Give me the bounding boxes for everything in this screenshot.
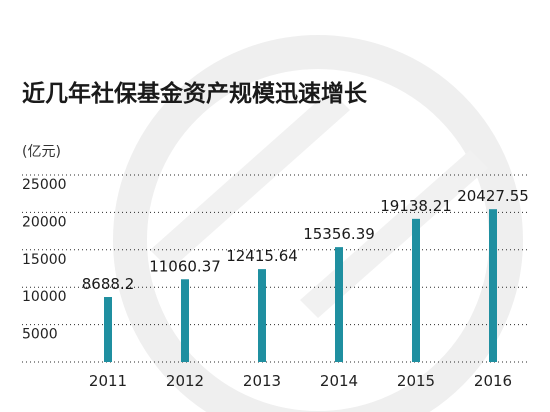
data-label: 20427.55 (457, 187, 529, 205)
bars (104, 209, 497, 362)
x-tick-label: 2012 (166, 372, 204, 390)
y-tick-label: 25000 (22, 177, 67, 193)
bar-2016 (489, 209, 497, 362)
x-tick-label: 2013 (243, 372, 281, 390)
chart-title: 近几年社保基金资产规模迅速增长 (22, 80, 368, 107)
data-label: 8688.2 (82, 275, 135, 293)
bar-2011 (104, 297, 112, 362)
y-tick-label: 10000 (22, 289, 67, 305)
x-axis-tick-labels: 2011 2012 2013 2014 2015 2016 (89, 372, 512, 390)
bar-2014 (335, 247, 343, 362)
y-tick-label: 15000 (22, 252, 67, 268)
x-tick-label: 2011 (89, 372, 127, 390)
y-axis-tick-labels: 5000 10000 15000 20000 25000 (22, 177, 67, 343)
data-label: 12415.64 (226, 247, 298, 265)
x-tick-label: 2015 (397, 372, 435, 390)
bar-2012 (181, 279, 189, 362)
data-label: 15356.39 (303, 225, 375, 243)
x-tick-label: 2014 (320, 372, 358, 390)
x-tick-label: 2016 (474, 372, 512, 390)
y-tick-label: 20000 (22, 214, 67, 230)
y-axis-unit-label: (亿元) (22, 144, 61, 160)
y-tick-label: 5000 (22, 327, 58, 343)
bar-2015 (412, 218, 420, 362)
data-labels: 8688.2 11060.37 12415.64 15356.39 19138.21 20… (82, 187, 529, 293)
gridlines (22, 174, 528, 363)
data-label: 11060.37 (149, 257, 221, 275)
bar-2013 (258, 269, 266, 362)
data-label: 19138.21 (380, 197, 452, 215)
background-watermark-logo (113, 35, 523, 412)
